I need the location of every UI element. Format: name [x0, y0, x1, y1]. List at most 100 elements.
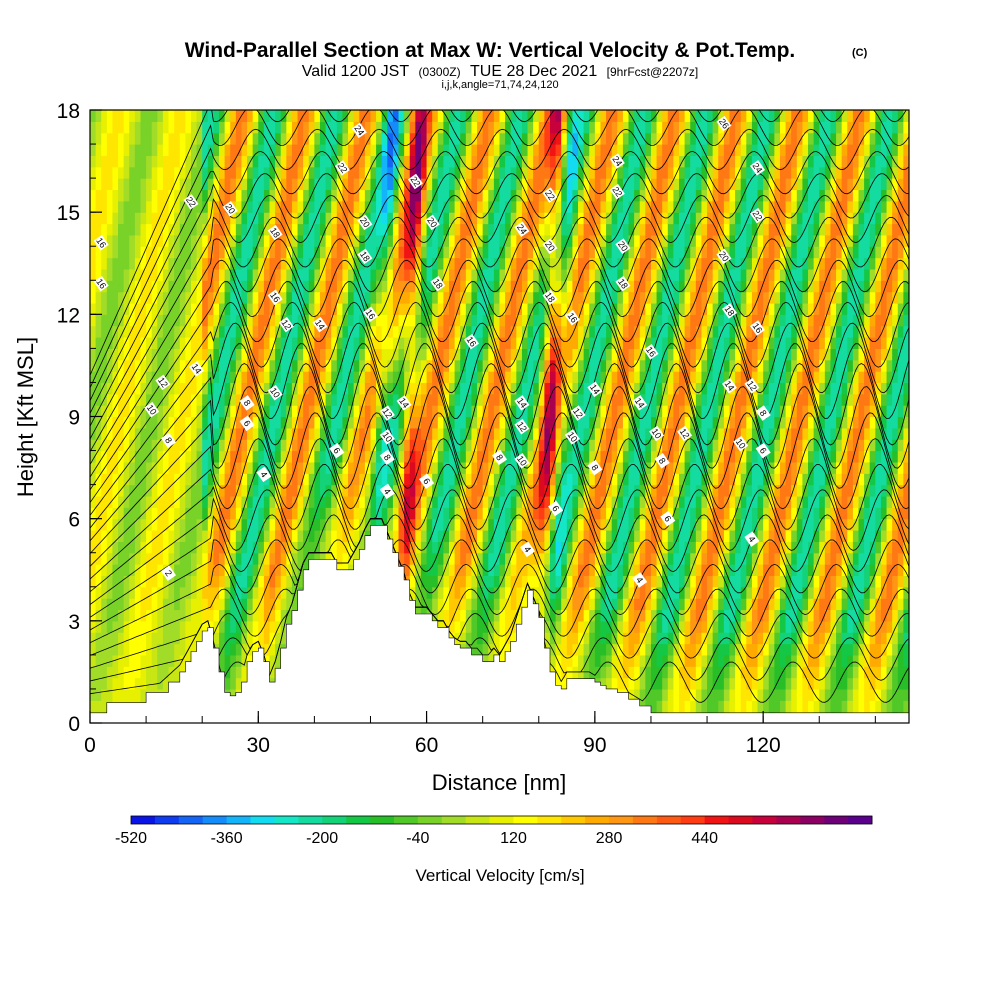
velocity-cell — [123, 144, 130, 157]
velocity-cell — [185, 484, 192, 497]
velocity-cell — [118, 200, 125, 213]
velocity-cell — [398, 291, 405, 304]
velocity-cell — [359, 268, 366, 281]
velocity-cell — [336, 200, 344, 213]
velocity-cell — [303, 257, 310, 270]
velocity-cell — [224, 291, 231, 304]
velocity-cell — [589, 416, 596, 429]
velocity-cell — [275, 246, 282, 259]
velocity-cell — [471, 246, 478, 259]
velocity-cell — [465, 268, 473, 281]
velocity-cell — [555, 564, 562, 577]
velocity-cell — [140, 234, 147, 247]
velocity-cell — [151, 450, 158, 463]
velocity-cell — [252, 530, 259, 542]
velocity-cell — [454, 223, 461, 236]
velocity-cell — [123, 518, 130, 531]
velocity-cell — [280, 132, 287, 145]
velocity-cell — [162, 620, 170, 633]
velocity-cell — [460, 155, 467, 168]
velocity-cell — [449, 234, 456, 247]
velocity-cell — [409, 586, 416, 599]
velocity-cell — [381, 144, 388, 157]
velocity-cell — [348, 371, 355, 384]
velocity-cell — [118, 121, 125, 134]
velocity-cell — [314, 280, 321, 293]
velocity-cell — [594, 280, 602, 293]
velocity-cell — [314, 530, 321, 542]
velocity-cell — [353, 427, 360, 440]
velocity-cell — [230, 121, 237, 134]
velocity-cell — [454, 461, 461, 474]
velocity-cell — [275, 280, 282, 293]
velocity-cell — [376, 325, 383, 338]
velocity-cell — [555, 178, 562, 191]
velocity-cell — [437, 110, 444, 122]
velocity-cell — [151, 666, 158, 679]
velocity-cell — [162, 552, 170, 565]
velocity-cell — [471, 450, 478, 463]
velocity-cell — [90, 473, 97, 486]
velocity-cell — [241, 121, 248, 134]
velocity-cell — [196, 564, 203, 577]
velocity-cell — [280, 280, 287, 293]
velocity-cell — [348, 166, 355, 179]
velocity-cell — [454, 450, 461, 463]
velocity-cell — [533, 166, 540, 179]
velocity-cell — [269, 314, 276, 327]
velocity-cell — [168, 643, 175, 656]
velocity-cell — [179, 450, 186, 463]
velocity-cell — [521, 121, 529, 134]
velocity-cell — [269, 371, 276, 384]
velocity-cell — [449, 393, 456, 406]
velocity-cell — [213, 382, 220, 395]
velocity-cell — [112, 337, 119, 349]
velocity-cell — [252, 598, 259, 611]
velocity-cell — [460, 541, 467, 554]
velocity-cell — [112, 450, 119, 463]
velocity-cell — [106, 620, 114, 633]
velocity-cell — [101, 268, 108, 281]
velocity-cell — [263, 348, 271, 361]
velocity-cell — [460, 166, 467, 179]
velocity-cell — [224, 132, 231, 145]
velocity-cell — [415, 586, 422, 599]
velocity-cell — [454, 291, 461, 304]
velocity-cell — [219, 246, 226, 259]
velocity-cell — [336, 280, 344, 293]
velocity-cell — [353, 110, 360, 122]
velocity-cell — [538, 110, 545, 122]
velocity-cell — [157, 189, 164, 202]
velocity-cell — [392, 461, 400, 474]
velocity-cell — [533, 507, 540, 520]
velocity-cell — [118, 450, 125, 463]
velocity-cell — [319, 507, 327, 520]
velocity-cell — [449, 416, 456, 429]
velocity-cell — [493, 530, 501, 542]
velocity-cell — [381, 246, 388, 259]
velocity-cell — [578, 121, 585, 134]
velocity-cell — [280, 416, 287, 429]
velocity-cell — [364, 393, 372, 406]
velocity-cell — [280, 178, 287, 191]
velocity-cell — [252, 132, 259, 145]
velocity-cell — [359, 144, 366, 157]
velocity-cell — [353, 155, 360, 168]
velocity-cell — [555, 393, 562, 406]
velocity-cell — [336, 132, 344, 145]
velocity-cell — [129, 507, 136, 520]
velocity-cell — [348, 439, 355, 452]
velocity-cell — [308, 280, 315, 293]
velocity-cell — [280, 144, 287, 157]
velocity-cell — [359, 393, 366, 406]
velocity-cell — [90, 439, 97, 452]
velocity-cell — [488, 552, 495, 565]
velocity-cell — [319, 371, 327, 384]
velocity-cell — [348, 530, 355, 542]
velocity-cell — [325, 132, 332, 145]
velocity-cell — [510, 609, 517, 622]
velocity-cell — [359, 405, 366, 418]
velocity-cell — [185, 620, 192, 633]
velocity-cell — [297, 223, 304, 236]
velocity-cell — [505, 212, 512, 225]
